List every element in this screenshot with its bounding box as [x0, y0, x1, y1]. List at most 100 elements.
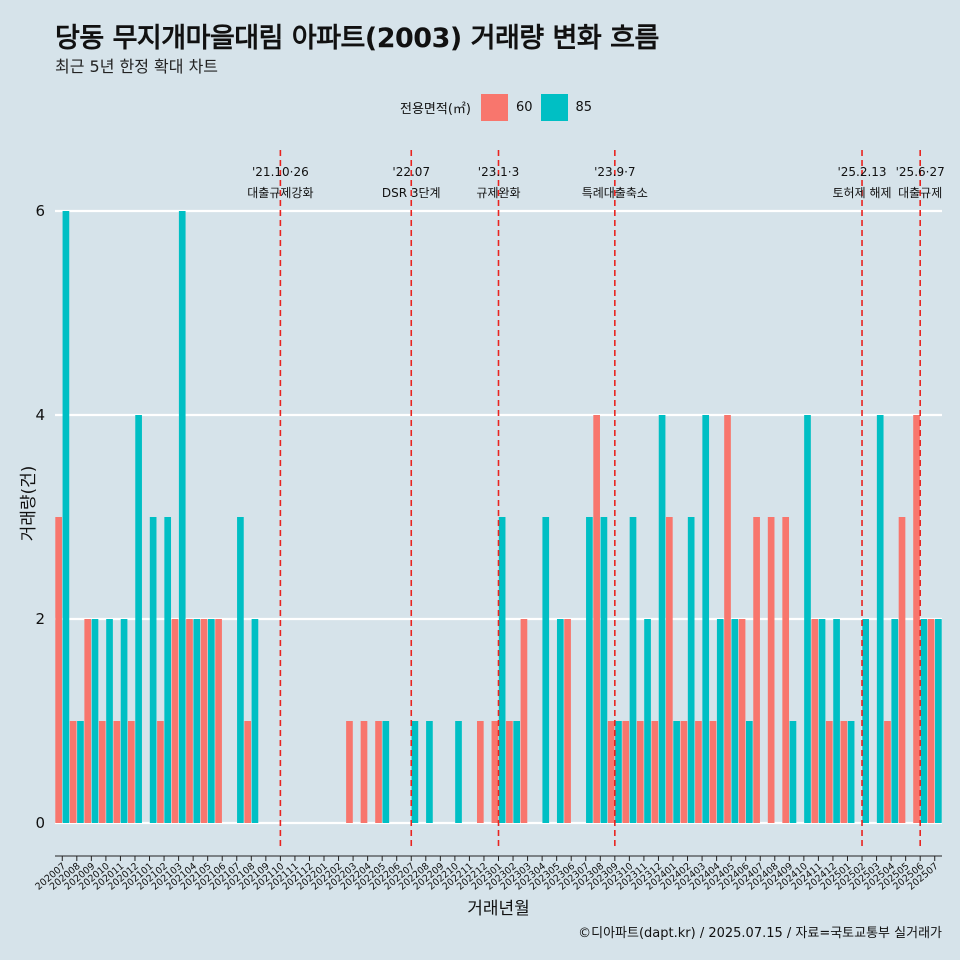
- bar-85-202503: [876, 415, 884, 823]
- bar-85-202103: [178, 211, 186, 823]
- event-name-label: 대출규제: [898, 186, 942, 200]
- bar-60-202407: [753, 517, 760, 823]
- bar-60-202403: [695, 721, 702, 823]
- event-date-label: '23.1·3: [478, 165, 519, 179]
- bar-60-202212: [476, 721, 484, 823]
- bar-60-202408: [767, 517, 775, 823]
- legend-swatch-60: [480, 93, 508, 121]
- legend-title: 전용면적(㎡): [400, 101, 471, 117]
- bar-85-202501: [847, 721, 855, 823]
- bar-85-202101: [149, 517, 157, 823]
- bar-60-202102: [157, 721, 164, 823]
- bar-85-202007: [62, 211, 70, 823]
- bar-85-202104: [193, 619, 201, 823]
- bar-85-202507: [935, 619, 942, 823]
- bar-60-202308: [593, 415, 600, 823]
- bar-85-202404: [716, 619, 724, 823]
- bar-85-202401: [673, 721, 680, 823]
- bar-85-202205: [382, 721, 390, 823]
- bar-60-202106: [215, 619, 222, 823]
- y-axis-title: 거래량(건): [19, 466, 39, 542]
- bar-60-202404: [709, 721, 717, 823]
- bar-85-202012: [135, 415, 142, 823]
- source-caption: ©디아파트(dapt.kr) / 2025.07.15 / 자료=국토교통부 실…: [578, 926, 942, 941]
- event-name-label: DSR 3단계: [382, 186, 441, 200]
- chart-title: 당동 무지개마을대림 아파트(2003) 거래량 변화 흐름: [55, 23, 659, 54]
- bar-85-202108: [251, 619, 259, 823]
- bar-85-202009: [91, 619, 99, 823]
- bar-60-202405: [724, 415, 731, 823]
- bar-60-202507: [927, 619, 935, 823]
- bar-60-202406: [738, 619, 746, 823]
- event-date-label: '25.6·27: [896, 165, 945, 179]
- bar-85-202312: [658, 415, 666, 823]
- bar-85-202102: [164, 517, 172, 823]
- bar-60-202411: [811, 619, 819, 823]
- event-date-label: '23.9·7: [594, 165, 635, 179]
- bar-60-202506: [913, 415, 920, 823]
- bar-60-202401: [666, 517, 673, 823]
- bar-60-202009: [84, 619, 92, 823]
- event-name-label: 규제완화: [476, 186, 520, 200]
- bar-60-202205: [375, 721, 382, 823]
- bar-60-202104: [186, 619, 193, 823]
- bar-60-202302: [506, 721, 513, 823]
- bar-60-202306: [564, 619, 571, 823]
- bar-85-202405: [731, 619, 739, 823]
- bar-60-202204: [360, 721, 368, 823]
- bar-60-202310: [622, 721, 630, 823]
- bar-85-202311: [644, 619, 651, 823]
- bar-60-202412: [825, 721, 833, 823]
- bar-60-202504: [884, 721, 891, 823]
- event-date-label: '25.2.13: [837, 165, 886, 179]
- bar-85-202502: [862, 619, 869, 823]
- bar-60-202203: [346, 721, 353, 823]
- bar-85-202302: [513, 721, 521, 823]
- bar-85-202412: [833, 619, 840, 823]
- y-tick-label: 4: [35, 406, 45, 424]
- bar-85-202105: [207, 619, 215, 823]
- bar-60-202402: [680, 721, 688, 823]
- bar-85-202310: [629, 517, 637, 823]
- bar-60-202505: [898, 517, 906, 823]
- bar-60-202103: [171, 619, 179, 823]
- bar-60-202309: [607, 721, 615, 823]
- bar-85-202504: [891, 619, 899, 823]
- bar-85-202207: [411, 721, 419, 823]
- bar-60-202501: [840, 721, 848, 823]
- y-tick-label: 6: [35, 202, 45, 220]
- event-name-label: 특례대출축소: [582, 186, 648, 200]
- legend: 전용면적(㎡) 60 85: [400, 93, 600, 121]
- bar-60-202011: [113, 721, 121, 823]
- event-date-label: '21.10·26: [252, 165, 309, 179]
- legend-label-85: 85: [575, 99, 593, 115]
- x-axis-title: 거래년월: [467, 899, 530, 919]
- bar-60-202012: [128, 721, 135, 823]
- legend-label-60: 60: [515, 99, 533, 115]
- bar-60-202108: [244, 721, 252, 823]
- bar-85-202208: [426, 721, 433, 823]
- bar-60-202007: [55, 517, 62, 823]
- bar-60-202301: [491, 721, 499, 823]
- bar-85-202409: [789, 721, 797, 823]
- bar-85-202411: [818, 619, 826, 823]
- bar-60-202303: [520, 619, 528, 823]
- bar-85-202008: [77, 721, 84, 823]
- bar-85-202305: [556, 619, 564, 823]
- bar-85-202107: [237, 517, 244, 823]
- bar-85-202307: [586, 517, 593, 823]
- bar-85-202309: [615, 721, 622, 823]
- bar-85-202308: [600, 517, 608, 823]
- bar-85-202301: [498, 517, 506, 823]
- event-name-label: 대출규제강화: [247, 186, 313, 200]
- bar-85-202506: [920, 619, 928, 823]
- bar-60-202008: [69, 721, 77, 823]
- event-date-label: '22.07: [392, 165, 430, 179]
- bar-85-202406: [745, 721, 753, 823]
- bar-60-202409: [782, 517, 790, 823]
- legend-swatch-85: [540, 93, 568, 121]
- bar-60-202311: [636, 721, 644, 823]
- bar-85-202011: [120, 619, 128, 823]
- bar-60-202105: [200, 619, 208, 823]
